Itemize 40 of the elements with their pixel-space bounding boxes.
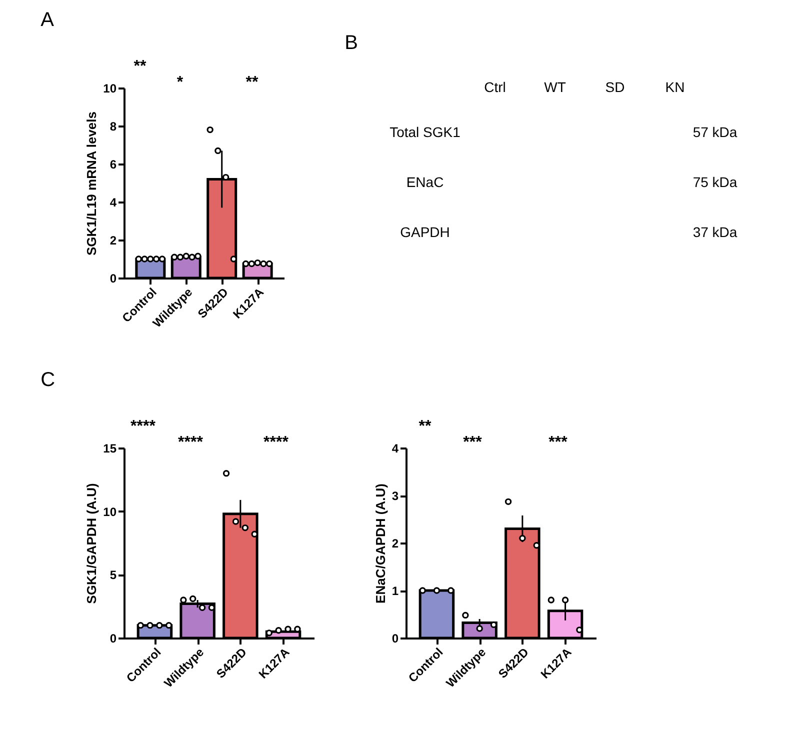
y-tick-label: 4 xyxy=(110,196,117,210)
category-label: WT xyxy=(544,79,566,95)
y-tick-label: 15 xyxy=(103,442,117,456)
annotation: * xyxy=(176,74,184,91)
annotation: *** xyxy=(463,434,483,451)
y-axis-title: ENaC/GAPDH (A.U) xyxy=(372,484,388,604)
text: GAPDH xyxy=(400,224,450,240)
y-tick-label: 8 xyxy=(110,120,117,134)
y-tick-label: 10 xyxy=(103,504,117,519)
y-tick-label: 3 xyxy=(392,489,399,503)
y-tick-label: 4 xyxy=(392,442,399,456)
y-tick-label: 0 xyxy=(110,632,117,646)
y-axis-title: SGK1/GAPDH (A.U) xyxy=(84,483,100,604)
y-tick-label: 10 xyxy=(103,82,117,96)
y-tick-label: 1 xyxy=(392,584,399,598)
text: 37 kDa xyxy=(692,224,738,240)
chart-title: C xyxy=(40,369,56,391)
annotation: ** xyxy=(246,74,259,91)
annotation: **** xyxy=(264,434,290,451)
category-label: KN xyxy=(665,79,685,95)
text: ENaC xyxy=(406,174,444,190)
y-tick-label: 0 xyxy=(110,272,117,286)
text: 57 kDa xyxy=(692,124,738,140)
y-tick-label: 6 xyxy=(110,158,117,172)
text: B xyxy=(344,32,358,54)
category-label: Ctrl xyxy=(484,79,506,95)
y-tick-label: 2 xyxy=(110,234,117,248)
text: ** xyxy=(134,58,147,75)
y-tick-label: 5 xyxy=(110,568,117,582)
annotation: *** xyxy=(548,434,568,451)
y-axis-title: SGK1/L19 mRNA levels xyxy=(84,111,100,256)
category-label: SD xyxy=(605,79,625,95)
text: 75 kDa xyxy=(692,174,738,190)
text: Total SGK1 xyxy=(390,124,461,140)
text: **** xyxy=(130,418,156,435)
annotation: **** xyxy=(178,434,204,451)
y-tick-label: 2 xyxy=(392,536,399,550)
chart-title: A xyxy=(40,9,55,31)
text: ** xyxy=(418,418,432,435)
y-tick-label: 0 xyxy=(392,632,399,646)
